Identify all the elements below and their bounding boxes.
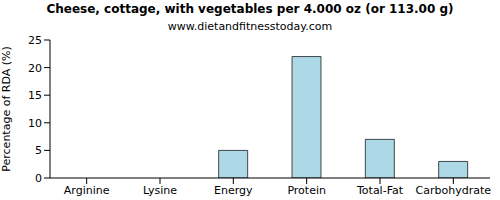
- svg-text:15: 15: [28, 89, 42, 102]
- svg-text:Lysine: Lysine: [143, 184, 177, 197]
- svg-text:Carbohydrate: Carbohydrate: [416, 184, 492, 197]
- html-text:www.dietandfitnesstoday.com: www.dietandfitnesstoday.com: [167, 20, 333, 33]
- svg-text:Total-Fat: Total-Fat: [356, 184, 404, 197]
- svg-text:Protein: Protein: [287, 184, 326, 197]
- svg-text:Energy: Energy: [214, 184, 253, 197]
- svg-text:20: 20: [28, 62, 42, 75]
- svg-text:25: 25: [28, 34, 42, 47]
- svg-text:Arginine: Arginine: [64, 184, 110, 197]
- svg-text:5: 5: [35, 144, 42, 157]
- svg-text:10: 10: [28, 117, 42, 130]
- html-text:Cheese, cottage, with vegetabl: Cheese, cottage, with vegetables per 4.0…: [46, 2, 454, 16]
- svg-text:Percentage of RDA (%): Percentage of RDA (%): [8, 46, 13, 171]
- svg-text:0: 0: [35, 172, 42, 185]
